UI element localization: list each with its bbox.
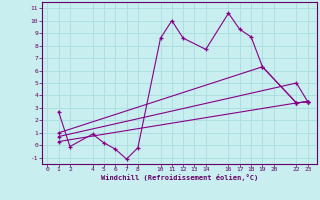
X-axis label: Windchill (Refroidissement éolien,°C): Windchill (Refroidissement éolien,°C) <box>100 174 258 181</box>
